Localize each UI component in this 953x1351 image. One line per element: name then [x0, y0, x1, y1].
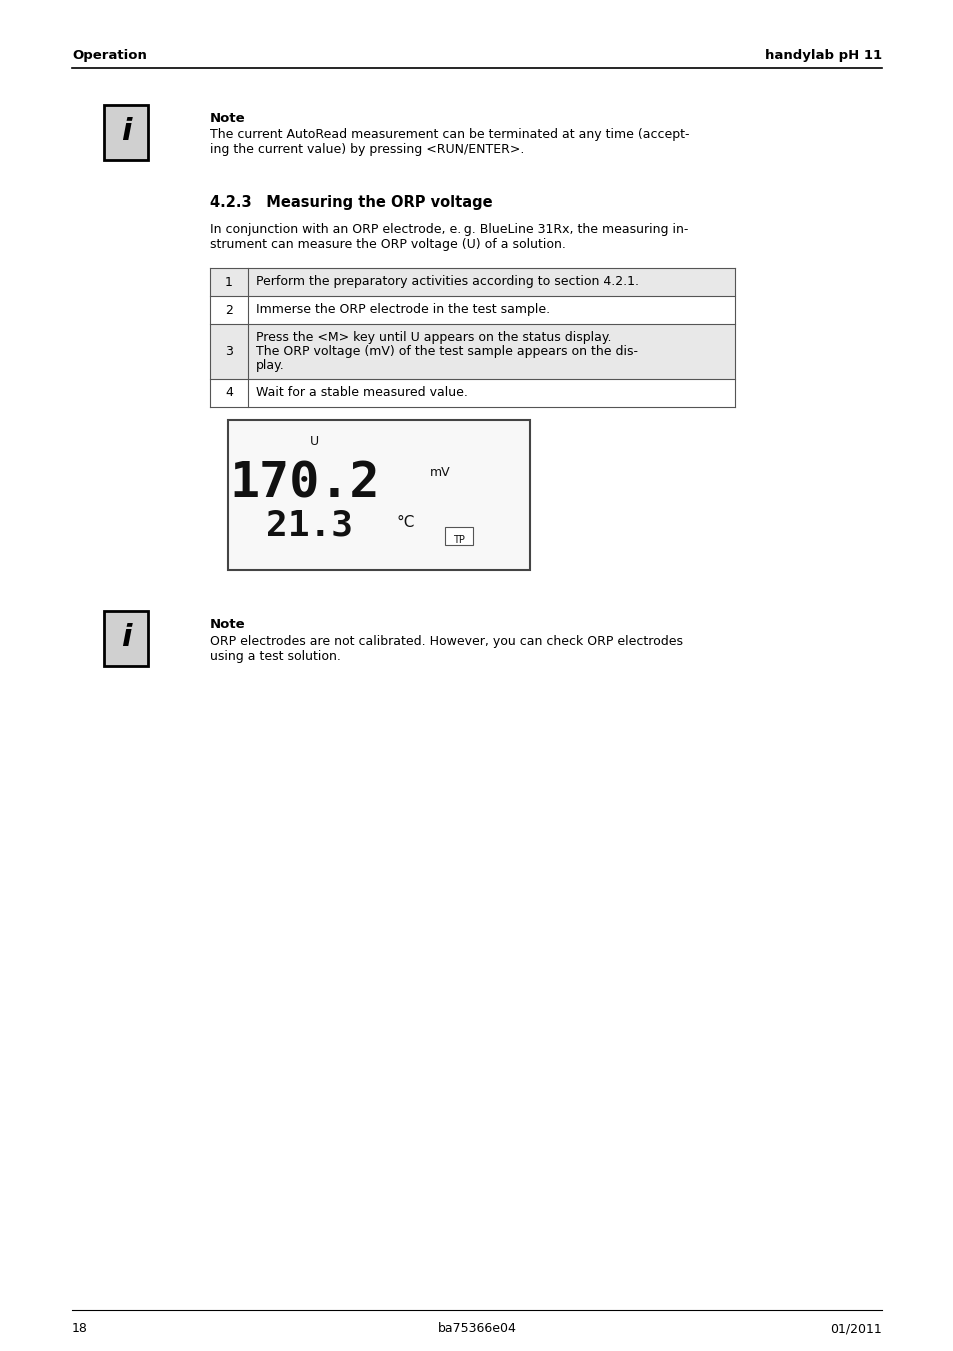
Text: 4.2.3 Measuring the ORP voltage: 4.2.3 Measuring the ORP voltage [210, 195, 492, 209]
Text: Press the <M> key until U appears on the status display.: Press the <M> key until U appears on the… [255, 331, 611, 343]
Text: Wait for a stable measured value.: Wait for a stable measured value. [255, 386, 467, 399]
Bar [210, 267, 734, 296]
Text: 3: 3 [225, 345, 233, 358]
Bar [210, 296, 734, 324]
Text: mV: mV [430, 466, 450, 480]
Text: 2: 2 [225, 304, 233, 316]
Text: i: i [121, 118, 132, 146]
Bar [210, 380, 734, 407]
Text: °C: °C [396, 515, 415, 530]
Bar [210, 324, 734, 380]
Text: 18: 18 [71, 1323, 88, 1335]
Text: ORP electrodes are not calibrated. However, you can check ORP electrodes: ORP electrodes are not calibrated. Howev… [210, 635, 682, 648]
Text: The ORP voltage (mV) of the test sample appears on the dis-: The ORP voltage (mV) of the test sample … [255, 345, 638, 358]
FancyBboxPatch shape [104, 105, 148, 159]
Text: Note: Note [210, 617, 245, 631]
Text: 4: 4 [225, 386, 233, 400]
Text: play.: play. [255, 358, 284, 372]
Text: ing the current value) by pressing <RUN/ENTER>.: ing the current value) by pressing <RUN/… [210, 143, 524, 155]
Text: U: U [309, 435, 318, 449]
Bar [228, 420, 530, 570]
Text: strument can measure the ORP voltage (U) of a solution.: strument can measure the ORP voltage (U)… [210, 238, 565, 251]
Text: Note: Note [210, 112, 245, 126]
Text: 1: 1 [225, 276, 233, 289]
Text: ba75366e04: ba75366e04 [437, 1323, 516, 1335]
Text: The current AutoRead measurement can be terminated at any time (accept-: The current AutoRead measurement can be … [210, 128, 689, 141]
Text: using a test solution.: using a test solution. [210, 650, 340, 663]
FancyBboxPatch shape [104, 611, 148, 666]
Text: 01/2011: 01/2011 [829, 1323, 882, 1335]
Text: 21.3: 21.3 [266, 508, 354, 542]
Text: 170.2: 170.2 [230, 459, 380, 508]
Text: Immerse the ORP electrode in the test sample.: Immerse the ORP electrode in the test sa… [255, 303, 550, 316]
Text: Operation: Operation [71, 49, 147, 62]
Text: handylab pH 11: handylab pH 11 [764, 49, 882, 62]
Text: In conjunction with an ORP electrode, e. g. BlueLine 31Rx, the measuring in-: In conjunction with an ORP electrode, e.… [210, 223, 688, 236]
Text: Perform the preparatory activities according to section 4.2.1.: Perform the preparatory activities accor… [255, 276, 639, 288]
Text: i: i [121, 624, 132, 653]
Text: TP: TP [453, 535, 464, 544]
Bar [444, 527, 473, 544]
